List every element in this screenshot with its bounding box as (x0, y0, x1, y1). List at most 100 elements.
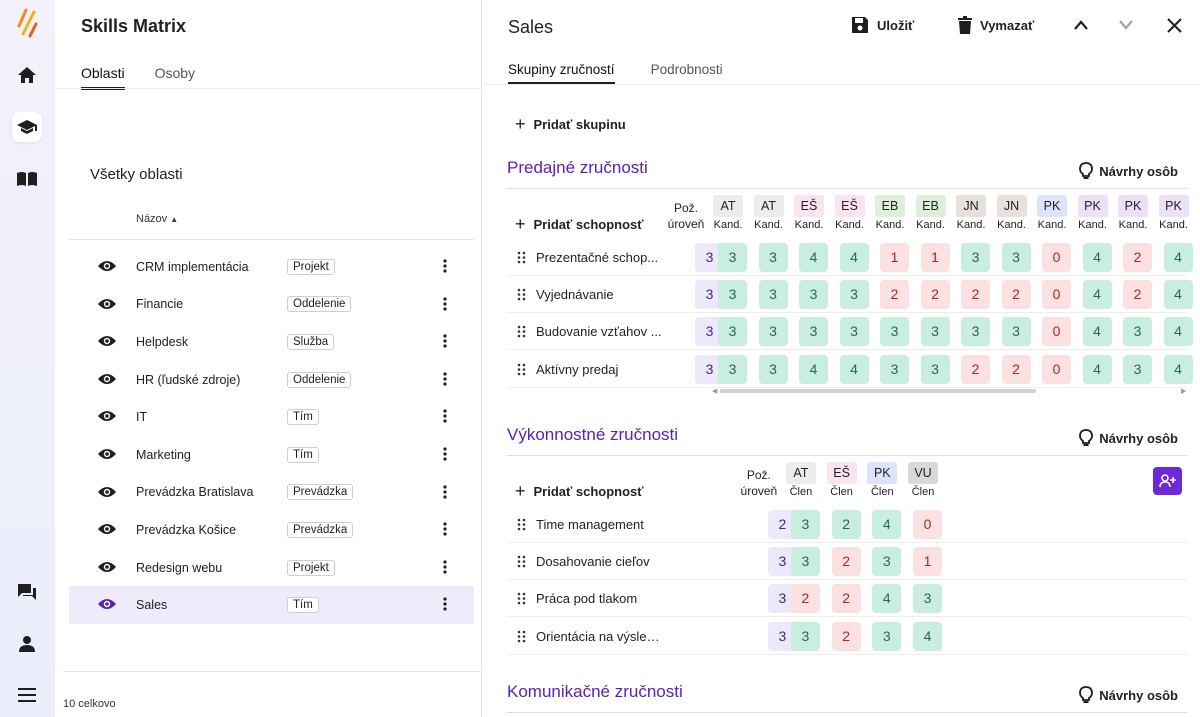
skill-score-cell[interactable]: 2 (831, 621, 861, 651)
skill-score-cell[interactable]: 3 (872, 547, 902, 577)
list-item[interactable]: Prevádzka Bratislava Prevádzka (69, 474, 474, 512)
skill-score-cell[interactable]: 4 (913, 621, 942, 651)
eye-icon[interactable] (97, 522, 119, 538)
suggest-people-button[interactable]: Návrhy osôb (1079, 162, 1178, 180)
skill-score-cell[interactable]: 2 (961, 280, 990, 310)
list-item[interactable]: Financie Oddelenie (69, 286, 474, 324)
drag-handle-icon[interactable] (517, 630, 527, 643)
skill-score-cell[interactable]: 3 (799, 280, 828, 310)
skill-score-cell[interactable]: 2 (831, 547, 861, 577)
skill-score-cell[interactable]: 2 (920, 280, 950, 310)
person-column-header[interactable]: AT Kand. (709, 195, 747, 232)
scroll-left-icon[interactable]: ◀ (712, 388, 718, 395)
skill-score-cell[interactable]: 3 (790, 547, 820, 577)
skill-score-cell[interactable]: 2 (1123, 243, 1152, 272)
add-skill-button[interactable]: + Pridať schopnosť (515, 214, 644, 235)
add-group-button[interactable]: + Pridať skupinu (515, 114, 626, 135)
skill-score-cell[interactable]: 1 (920, 243, 950, 272)
person-column-header[interactable]: AT Člen (782, 462, 820, 499)
skill-score-cell[interactable]: 2 (831, 584, 861, 614)
list-item[interactable]: CRM implementácia Projekt (69, 248, 474, 286)
skill-score-cell[interactable]: 3 (790, 621, 820, 651)
skill-score-cell[interactable]: 4 (872, 584, 902, 614)
skill-score-cell[interactable]: 3 (920, 354, 950, 384)
skill-score-cell[interactable]: 4 (1163, 243, 1193, 272)
skill-score-cell[interactable]: 2 (831, 510, 861, 539)
skill-score-cell[interactable]: 2 (1001, 354, 1031, 384)
tab-osoby[interactable]: Osoby (154, 65, 196, 81)
person-column-header[interactable]: EŠ Kand. (831, 195, 869, 232)
skill-score-cell[interactable]: 3 (758, 243, 788, 272)
more-icon[interactable] (443, 522, 457, 538)
drag-handle-icon[interactable] (517, 555, 527, 568)
eye-icon[interactable] (97, 560, 119, 576)
skill-score-cell[interactable]: 3 (1123, 317, 1152, 347)
skill-score-cell[interactable]: 1 (880, 243, 909, 272)
more-icon[interactable] (443, 259, 457, 275)
skill-score-cell[interactable]: 4 (839, 354, 869, 384)
skill-score-cell[interactable]: 4 (1163, 317, 1193, 347)
skill-score-cell[interactable]: 4 (1082, 317, 1112, 347)
skill-score-cell[interactable]: 3 (718, 317, 747, 347)
delete-button[interactable]: Vymazať (958, 16, 1034, 34)
more-icon[interactable] (443, 560, 457, 576)
eye-icon[interactable] (97, 485, 119, 501)
add-person-button[interactable] (1153, 467, 1182, 495)
person-column-header[interactable]: PK Kand. (1033, 195, 1071, 232)
person-column-header[interactable]: JN Kand. (993, 195, 1031, 232)
eye-icon[interactable] (97, 297, 119, 313)
skill-score-cell[interactable]: 2 (1123, 280, 1152, 310)
skill-score-cell[interactable]: 3 (718, 243, 747, 272)
list-item[interactable]: Marketing Tím (69, 436, 474, 474)
book-icon[interactable] (12, 164, 42, 194)
home-icon[interactable] (12, 60, 42, 90)
more-icon[interactable] (443, 447, 457, 463)
list-item[interactable]: HR (ľudské zdroje) Oddelenie (69, 361, 474, 399)
drag-handle-icon[interactable] (517, 592, 527, 605)
drag-handle-icon[interactable] (517, 363, 527, 376)
skill-score-cell[interactable]: 3 (758, 317, 788, 347)
skill-score-cell[interactable]: 0 (913, 510, 942, 539)
drag-handle-icon[interactable] (517, 288, 527, 301)
skill-score-cell[interactable]: 3 (718, 354, 747, 384)
person-column-header[interactable]: EŠ Člen (823, 462, 861, 499)
skill-score-cell[interactable]: 2 (961, 354, 990, 384)
skills-icon[interactable] (12, 112, 42, 142)
skill-score-cell[interactable]: 3 (961, 317, 990, 347)
skill-score-cell[interactable]: 4 (799, 243, 828, 272)
skill-score-cell[interactable]: 3 (1001, 243, 1031, 272)
skill-score-cell[interactable]: 3 (961, 243, 990, 272)
skill-score-cell[interactable]: 0 (1042, 317, 1071, 347)
eye-icon[interactable] (97, 259, 119, 275)
more-icon[interactable] (443, 597, 457, 613)
more-icon[interactable] (443, 409, 457, 425)
person-column-header[interactable]: EŠ Kand. (790, 195, 828, 232)
skill-score-cell[interactable]: 4 (1163, 280, 1193, 310)
skill-score-cell[interactable]: 0 (1042, 243, 1071, 272)
chat-icon[interactable] (12, 577, 42, 607)
list-item[interactable]: Prevádzka Košice Prevádzka (69, 511, 474, 549)
skill-score-cell[interactable]: 2 (790, 584, 820, 614)
eye-icon[interactable] (97, 447, 119, 463)
horizontal-scrollbar[interactable] (720, 389, 1036, 393)
more-icon[interactable] (443, 372, 457, 388)
person-column-header[interactable]: VU Člen (904, 462, 942, 499)
tab-details[interactable]: Podrobnosti (650, 62, 723, 77)
skill-score-cell[interactable]: 4 (1163, 354, 1193, 384)
person-column-header[interactable]: AT Kand. (750, 195, 788, 232)
drag-handle-icon[interactable] (517, 518, 527, 531)
list-item[interactable]: Sales Tím (69, 586, 474, 624)
skill-score-cell[interactable]: 4 (799, 354, 828, 384)
person-column-header[interactable]: PK Kand. (1155, 195, 1193, 232)
name-column-header[interactable]: Názov ▲ (136, 213, 178, 225)
skill-score-cell[interactable]: 3 (872, 621, 902, 651)
eye-icon[interactable] (97, 597, 119, 613)
skill-score-cell[interactable]: 3 (1123, 354, 1152, 384)
skill-score-cell[interactable]: 3 (880, 354, 909, 384)
skill-score-cell[interactable]: 3 (799, 317, 828, 347)
drag-handle-icon[interactable] (517, 251, 527, 264)
list-item[interactable]: IT Tím (69, 398, 474, 436)
eye-icon[interactable] (97, 372, 119, 388)
skill-score-cell[interactable]: 3 (1001, 317, 1031, 347)
menu-icon[interactable] (12, 680, 42, 710)
